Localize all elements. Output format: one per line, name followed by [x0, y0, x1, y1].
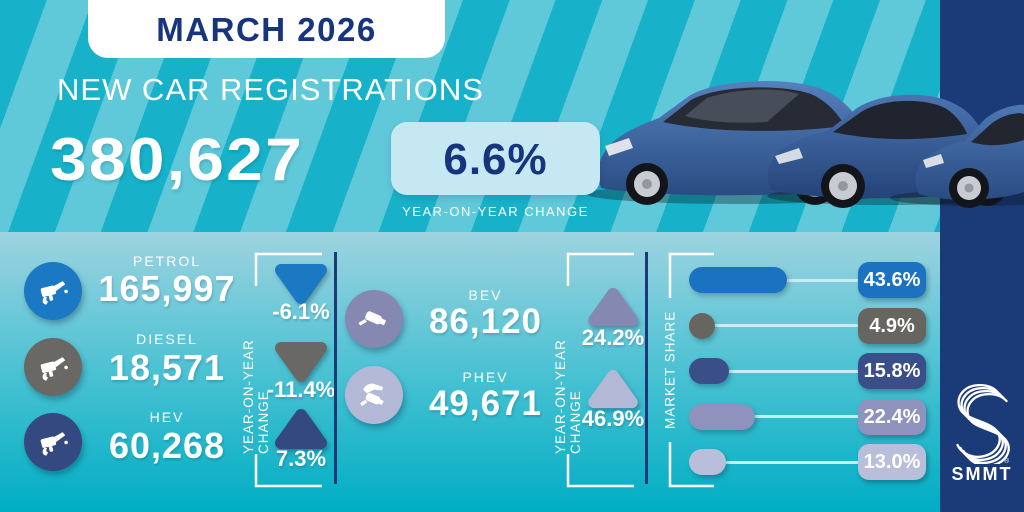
petrol-down-arrow-icon	[275, 264, 327, 304]
total-registrations: 380,627	[50, 126, 304, 193]
market-share-badge-phev: 13.0%	[858, 444, 926, 480]
market-share-badge-hev: 15.8%	[858, 353, 926, 389]
fuel-nozzle-glyph	[40, 432, 68, 456]
smmt-logo-icon: ®	[956, 384, 1010, 464]
bev-up-arrow-icon	[588, 287, 638, 327]
diesel-fuel-nozzle-icon	[24, 338, 82, 396]
fuel-value-petrol: 165,997	[98, 268, 236, 309]
phev-glyph	[360, 383, 384, 406]
fuel-label-hev: HEV	[149, 409, 185, 425]
month-badge-label: MARCH 2026	[156, 11, 377, 48]
smmt-wordmark: SMMT	[951, 464, 1013, 484]
hev-fuel-nozzle-icon	[24, 413, 82, 471]
phev-plug-nozzle-icon	[345, 366, 403, 424]
market-share-bar-petrol	[689, 267, 787, 293]
market-share-connector	[700, 415, 860, 418]
fuel-label-bev: BEV	[468, 287, 503, 303]
fuel-nozzle-glyph	[40, 281, 68, 305]
fuel-label-diesel: DIESEL	[136, 331, 198, 347]
market-share-connector	[700, 460, 860, 464]
market-share-bracket-label: MARKET SHARE	[662, 310, 678, 430]
fuel-nozzle-glyph	[40, 357, 68, 381]
market-share-bar-diesel	[689, 312, 715, 339]
market-share-bar-bev	[689, 403, 755, 430]
phev-yoy-change: 46.9%	[581, 406, 645, 431]
bev-yoy-change: 24.2%	[581, 325, 645, 350]
ev-plug-glyph	[358, 311, 386, 326]
mid-yoy-bracket	[566, 252, 634, 488]
total-yoy-change-caption: YEAR-ON-YEAR CHANGE	[402, 204, 589, 219]
bev-charger-icon	[345, 290, 403, 348]
market-share-connector	[700, 369, 860, 373]
market-share-connector	[700, 324, 860, 327]
diesel-down-arrow-icon	[275, 342, 327, 382]
market-share-badge-petrol: 43.6%	[858, 262, 926, 298]
market-share-bar-phev	[689, 449, 726, 475]
page-title: NEW CAR REGISTRATIONS	[57, 72, 484, 107]
fuel-value-bev: 86,120	[428, 302, 543, 341]
total-yoy-change-badge: 6.6%	[391, 122, 600, 195]
petrol-yoy-change: -6.1%	[272, 299, 330, 324]
petrol-fuel-nozzle-icon	[24, 262, 82, 320]
fuel-value-hev: 60,268	[108, 425, 226, 466]
svg-text:®: ®	[1004, 457, 1010, 464]
fuel-value-phev: 49,671	[428, 384, 543, 423]
fuel-value-diesel: 18,571	[108, 347, 226, 388]
market-share-badge-bev: 22.4%	[858, 398, 926, 435]
hev-yoy-change: 7.3%	[275, 446, 327, 471]
market-share-badge-diesel: 4.9%	[858, 307, 926, 344]
phev-up-arrow-icon	[588, 369, 638, 409]
market-share-bar-hev	[689, 358, 729, 384]
market-share-bracket	[668, 252, 714, 488]
section-divider	[334, 252, 337, 484]
cars-illustration	[587, 81, 1024, 208]
section-divider	[645, 252, 648, 484]
diesel-yoy-change: -11.4%	[266, 377, 336, 402]
fuel-label-phev: PHEV	[462, 369, 509, 385]
month-badge: MARCH 2026	[88, 0, 445, 58]
car-city	[890, 104, 1024, 208]
total-yoy-change-value: 6.6%	[443, 135, 548, 184]
hev-up-arrow-icon	[275, 409, 327, 449]
left-yoy-bracket	[254, 252, 322, 488]
fuel-label-petrol: PETROL	[132, 253, 201, 269]
